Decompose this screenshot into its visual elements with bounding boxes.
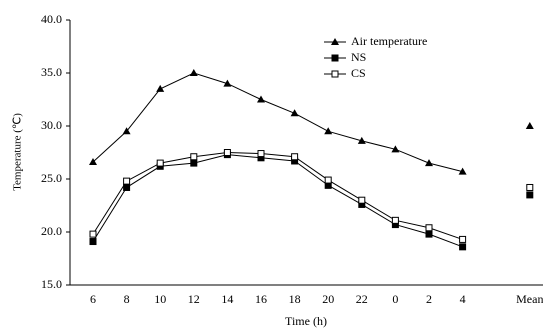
data-point [357, 136, 366, 144]
data-point [459, 235, 467, 243]
data-point [190, 159, 198, 167]
legend-label: Air temperature [351, 34, 427, 48]
data-point [458, 167, 467, 175]
data-point [324, 127, 333, 135]
data-point [122, 127, 131, 135]
y-tick-label: 15.0 [41, 277, 62, 291]
x-tick-label: 12 [188, 292, 200, 306]
data-point [190, 153, 198, 161]
legend-label: NS [351, 50, 366, 64]
data-point [526, 191, 534, 199]
data-point [290, 109, 299, 117]
series-line [93, 73, 530, 172]
data-point [391, 145, 400, 153]
data-point [257, 150, 265, 158]
data-point [123, 177, 131, 185]
data-point [123, 183, 131, 191]
x-tick-label: 2 [426, 292, 432, 306]
data-point [459, 243, 467, 251]
x-tick-label: 18 [289, 292, 301, 306]
legend-marker [331, 70, 339, 78]
x-tick-label: 22 [356, 292, 368, 306]
x-tick-label: 0 [392, 292, 398, 306]
y-axis-label: Temperature (℃) [12, 113, 24, 191]
data-point [257, 95, 265, 103]
x-tick-label: 6 [90, 292, 96, 306]
y-tick-label: 20.0 [41, 224, 62, 238]
legend-marker [331, 54, 339, 62]
x-tick-label: Mean [516, 292, 543, 306]
data-point [291, 153, 299, 161]
x-axis-label: Time (h) [285, 314, 327, 328]
data-point [89, 238, 97, 246]
legend-marker [331, 38, 339, 45]
data-point [223, 79, 232, 87]
data-point [156, 159, 164, 167]
data-point [156, 84, 165, 92]
data-point [391, 216, 399, 224]
y-tick-label: 40.0 [41, 12, 62, 26]
x-tick-label: 14 [221, 292, 233, 306]
x-tick-label: 4 [460, 292, 466, 306]
data-point [324, 176, 332, 184]
y-tick-label: 30.0 [41, 118, 62, 132]
data-point [425, 159, 433, 167]
data-point [89, 158, 97, 166]
data-point [425, 224, 433, 232]
data-point [526, 183, 534, 191]
legend-label: CS [351, 66, 366, 80]
data-point [358, 196, 366, 204]
data-point [223, 149, 231, 156]
data-point [525, 122, 534, 129]
x-tick-label: 16 [255, 292, 267, 306]
x-tick-label: 8 [124, 292, 130, 306]
data-point [425, 230, 433, 238]
x-tick-label: 20 [322, 292, 334, 306]
data-point [89, 230, 97, 238]
x-tick-label: 10 [154, 292, 166, 306]
y-tick-label: 35.0 [41, 65, 62, 79]
data-point [189, 69, 198, 76]
y-tick-label: 25.0 [41, 171, 62, 185]
